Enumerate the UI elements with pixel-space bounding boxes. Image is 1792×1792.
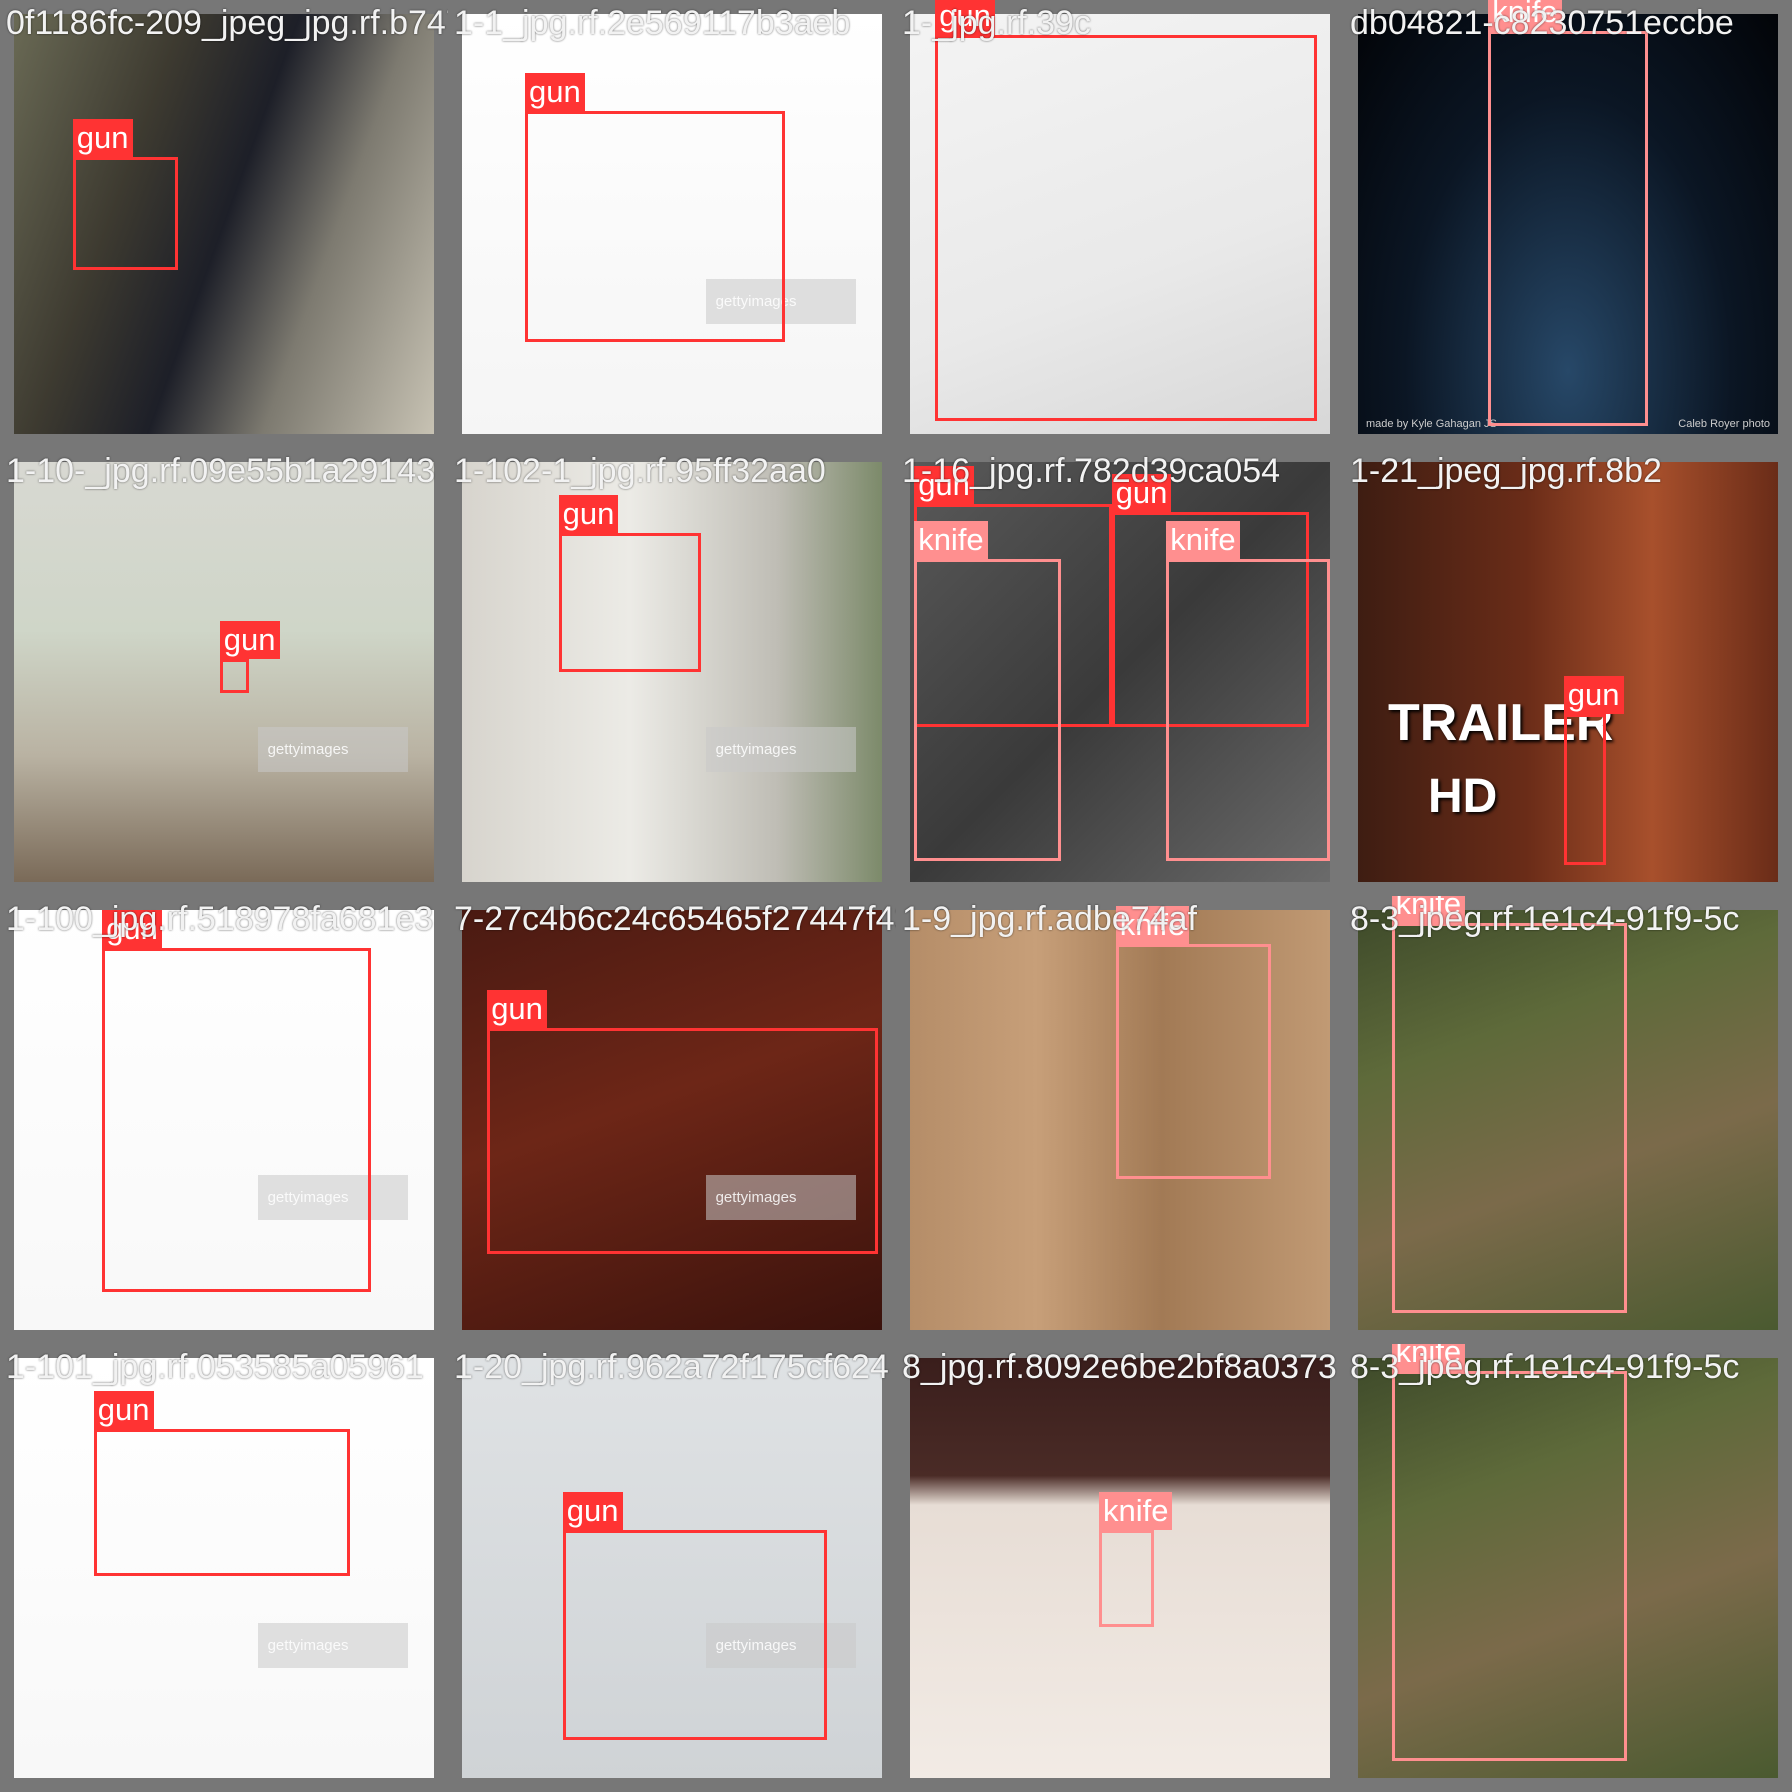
photo (1358, 910, 1778, 1330)
bbox-label: knife (1391, 896, 1466, 923)
image-tile: knife 1-9_jpg.rf.adbe74af (896, 896, 1344, 1344)
bbox-label: gun (219, 621, 280, 660)
filename-label: 1-1_jpg.rf.2e569117b3aeb (454, 4, 851, 42)
bbox-gun: gun (1111, 474, 1309, 727)
image-tile: gun gun knife knife 1-16_jpg.rf.782d39ca054 (896, 448, 1344, 896)
bbox-gun: gun (487, 989, 878, 1255)
bbox-knife: knife (1166, 520, 1330, 861)
getty-watermark: gettyimages (257, 1622, 409, 1668)
filename-label: 7-27c4b6c24c65465f27447f43 (454, 900, 896, 938)
bbox-label: knife (1115, 905, 1190, 944)
bbox-label: gun (562, 1492, 623, 1531)
photo (910, 14, 1330, 434)
bbox-label: gun (1563, 676, 1624, 714)
bbox-gun: gun (558, 495, 702, 672)
photo (462, 910, 882, 1330)
filename-label: 1-102-1_jpg.rf.95ff32aa0 (454, 452, 826, 490)
bbox-label: gun (93, 1391, 154, 1430)
filename-label: 1-9_jpg.rf.adbe74af (902, 900, 1197, 938)
filename-label: 1-16_jpg.rf.782d39ca054 (902, 452, 1281, 490)
bbox-label: gun (1111, 474, 1172, 513)
filename-label: 8-3_jpeg.rf.1e1c4-91f9-5c (1350, 900, 1740, 938)
photo (1358, 1358, 1778, 1778)
photo (462, 1358, 882, 1778)
bbox-gun: gun (914, 466, 1112, 727)
filename-label: 1-101_jpg.rf.053585a05961 (6, 1348, 424, 1386)
bbox-knife: knife (914, 520, 1062, 861)
bbox-label: gun (558, 495, 619, 534)
bbox-label: knife (1099, 1492, 1173, 1531)
filename-label: 1-21_jpeg_jpg.rf.8b2 (1350, 452, 1662, 490)
bbox-label: gun (487, 989, 547, 1028)
image-tile: gettyimages gun 1-1_jpg.rf.2e569117b3aeb (448, 0, 896, 448)
bbox-gun: gun (72, 118, 178, 271)
getty-watermark: gettyimages (705, 1622, 857, 1668)
image-tile: gettyimages gun 1-20_jpg.rf.962a72f175cf62… (448, 1344, 896, 1792)
photo-credit-left: made by Kyle Gahagan JS (1366, 418, 1497, 430)
photo (14, 14, 434, 434)
bbox-gun: gun (219, 621, 280, 693)
filename-label: 1-10-_jpg.rf.09e55b1a29143 (6, 452, 436, 490)
bbox-label: knife (1488, 0, 1562, 31)
bbox-label: gun (914, 466, 974, 504)
photo (14, 462, 434, 882)
getty-watermark: gettyimages (257, 726, 409, 772)
bbox-gun: gun (102, 909, 371, 1293)
bbox-label: knife (1391, 1344, 1466, 1371)
image-tile: made by Kyle Gahagan JS Caleb Royer photo… (1344, 0, 1792, 448)
bbox-label: knife (914, 520, 988, 559)
photo (14, 910, 434, 1330)
image-tile: TRAILER HD gun 1-21_jpeg_jpg.rf.8b2 (1344, 448, 1792, 896)
filename-label: 8_jpg.rf.8092e6be2bf8a0373 (902, 1348, 1337, 1386)
bbox-knife: knife (1488, 0, 1648, 426)
photo (14, 1358, 434, 1778)
hd-badge: HD (1428, 769, 1498, 823)
bbox-label: gun (935, 0, 995, 35)
image-tile: gun 0f1186fc-209_jpeg_jpg.rf.b747062796a0… (0, 0, 448, 448)
image-tile: knife 8-3_jpeg.rf.1e1c4-91f9-5c (1344, 896, 1792, 1344)
filename-label: 1-_jpg.rf.39c (902, 4, 1091, 42)
filename-label: db04821-c8230751eccbe (1350, 4, 1734, 42)
bbox-gun: gun (525, 72, 786, 342)
bbox-label: gun (102, 909, 162, 948)
image-tile: gettyimages gun 7-27c4b6c24c65465f27447f43 (448, 896, 896, 1344)
image-tile: gettyimages gun 1-101_jpg.rf.053585a05961 (0, 1344, 448, 1792)
bbox-knife: knife (1391, 896, 1627, 1314)
bbox-knife: knife (1099, 1492, 1173, 1627)
bbox-knife: knife (1391, 1344, 1627, 1762)
bbox-gun: gun (935, 0, 1318, 422)
bbox-label: knife (1166, 520, 1240, 559)
filename-label: 8-3_jpeg.rf.1e1c4-91f9-5c (1350, 1348, 1740, 1386)
image-tile: gun 1-_jpg.rf.39c (896, 0, 1344, 448)
bbox-label: gun (525, 72, 585, 111)
filename-label: 1-100_jpg.rf.518978fa681e3 (6, 900, 434, 938)
bbox-gun: gun (93, 1391, 350, 1577)
bbox-label: gun (72, 118, 133, 157)
getty-watermark: gettyimages (705, 1174, 857, 1220)
image-tile: knife 8-3_jpeg.rf.1e1c4-91f9-5c (1344, 1344, 1792, 1792)
photo (462, 462, 882, 882)
photo (1358, 14, 1778, 434)
image-tile: gettyimages gun 1-10-_jpg.rf.09e55b1a29143 (0, 448, 448, 896)
bbox-gun: gun (1563, 676, 1624, 866)
getty-watermark: gettyimages (705, 726, 857, 772)
image-tile: gettyimages gun 1-102-1_jpg.rf.95ff32aa0 (448, 448, 896, 896)
getty-watermark: gettyimages (257, 1174, 409, 1220)
photo-credit-right: Caleb Royer photo (1678, 418, 1770, 430)
bbox-gun: gun (562, 1492, 828, 1741)
getty-watermark: gettyimages (705, 278, 857, 324)
image-tile: knife 8_jpg.rf.8092e6be2bf8a0373 (896, 1344, 1344, 1792)
photo (1358, 462, 1778, 882)
image-tile: gettyimages gun 1-100_jpg.rf.518978fa681e3 (0, 896, 448, 1344)
filename-label: 1-20_jpg.rf.962a72f175cf624 (454, 1348, 889, 1386)
bbox-knife: knife (1115, 905, 1272, 1179)
filename-label: 0f1186fc-209_jpeg_jpg.rf.b747062796a0f28… (6, 4, 448, 42)
photo (910, 910, 1330, 1330)
photo (910, 1358, 1330, 1778)
